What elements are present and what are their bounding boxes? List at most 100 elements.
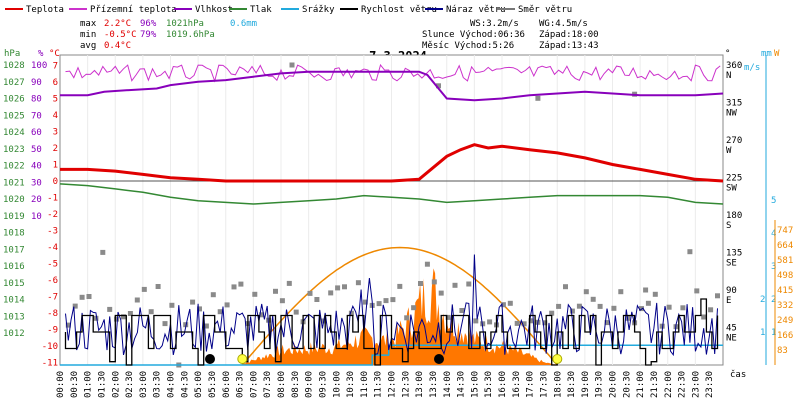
- time-tick-label: 21:00: [636, 371, 646, 398]
- mm-tick-label: 4: [771, 229, 776, 239]
- solar-measured-area: [239, 268, 558, 365]
- wind-direction-point: [252, 291, 258, 297]
- dir-compass-label: S: [726, 221, 731, 231]
- wind-direction-point: [436, 83, 441, 89]
- time-tick-label: 20:00: [609, 371, 619, 398]
- pct-tick-label: 10: [31, 212, 42, 222]
- wind-direction-point: [411, 305, 417, 311]
- wind-direction-point: [190, 299, 196, 305]
- stats-ws: WS:3.2m/s: [470, 19, 519, 29]
- dir-tick-label: 360: [726, 61, 742, 71]
- wind-direction-point: [590, 296, 596, 302]
- legend-ground-temp-label: Přízemní teplota: [90, 5, 177, 15]
- time-tick-label: 21:30: [650, 371, 660, 398]
- stats-temp-min: -0.5°C: [104, 30, 137, 40]
- time-tick-label: 05:30: [208, 371, 218, 398]
- stats-press-max: 1021hPa: [166, 19, 204, 29]
- wind-direction-point: [576, 303, 582, 309]
- wind-direction-point: [286, 280, 292, 286]
- w-tick-label: 166: [777, 331, 793, 341]
- legend: Teplota Přízemní teplota Vlhkost Tlak Sr…: [5, 5, 572, 15]
- stats-press-min: 1019.6hPa: [166, 30, 215, 40]
- celsius-unit-label: °C: [49, 49, 60, 59]
- time-tick-label: 06:00: [222, 371, 232, 398]
- ms-tick-label: 1: [760, 328, 765, 338]
- wind-direction-point: [604, 320, 610, 326]
- time-tick-label: 20:30: [622, 371, 632, 398]
- w-tick-label: 249: [777, 316, 793, 326]
- wind-direction-point: [383, 298, 389, 304]
- hpa-tick-label: 1019: [3, 212, 25, 222]
- wind-direction-point: [514, 320, 520, 326]
- wind-direction-point: [162, 321, 168, 327]
- w-tick-label: 747: [777, 226, 793, 236]
- wind-direction-point: [528, 318, 534, 324]
- pressure-line: [59, 183, 724, 205]
- wind-direction-point: [141, 286, 147, 292]
- sun-moon-events: [205, 354, 563, 364]
- wind-direction-point: [549, 310, 555, 316]
- time-tick-label: 00:00: [56, 371, 66, 398]
- time-tick-label: 11:00: [360, 371, 370, 398]
- wind-direction-point: [418, 281, 423, 286]
- axes: hPa% °C1028102710261025102410231022102110…: [3, 49, 793, 398]
- time-tick-label: 06:30: [236, 371, 246, 398]
- time-tick-label: 03:30: [153, 371, 163, 398]
- legend-temp-label: Teplota: [26, 5, 64, 15]
- wind-direction-point: [404, 315, 410, 321]
- wind-direction-point: [390, 297, 396, 303]
- wind-direction-point: [431, 279, 437, 285]
- wind-direction-point: [708, 307, 714, 313]
- dir-compass-label: SW: [726, 184, 737, 194]
- pct-tick-label: 50: [31, 145, 42, 155]
- wind-direction-point: [535, 95, 541, 101]
- wind-direction-point: [500, 302, 506, 308]
- dir-compass-label: E: [726, 296, 731, 306]
- wind-direction-point: [611, 305, 617, 311]
- wind-direction-point: [210, 292, 216, 298]
- hpa-tick-label: 1022: [3, 162, 25, 172]
- wind-direction-point: [487, 319, 493, 325]
- w-tick-label: 664: [777, 241, 793, 251]
- mm-unit-label: mm: [761, 49, 772, 59]
- time-tick-label: 07:30: [263, 371, 273, 398]
- wind-direction-point: [79, 294, 85, 300]
- dir-tick-label: 135: [726, 249, 742, 259]
- celsius-tick-label: -9: [47, 326, 58, 336]
- dir-compass-label: W: [726, 146, 732, 156]
- wind-direction-point: [72, 303, 78, 309]
- dir-tick-label: 315: [726, 99, 742, 109]
- hpa-tick-label: 1027: [3, 78, 25, 88]
- pct-tick-label: 70: [31, 111, 42, 121]
- hpa-tick-label: 1014: [3, 296, 25, 306]
- hpa-tick-label: 1018: [3, 229, 25, 239]
- wind-direction-point: [715, 293, 720, 299]
- wind-direction-point: [645, 300, 651, 306]
- wind-direction-point: [169, 302, 175, 308]
- wind-direction-point: [694, 288, 700, 294]
- wind-direction-point: [569, 308, 575, 314]
- celsius-tick-label: -2: [47, 210, 58, 220]
- pct-tick-label: 90: [31, 78, 42, 88]
- hpa-tick-label: 1013: [3, 312, 25, 322]
- hpa-tick-label: 1023: [3, 145, 25, 155]
- dir-tick-label: 180: [726, 211, 742, 221]
- w-tick-label: 498: [777, 271, 793, 281]
- time-tick-label: 02:30: [125, 371, 135, 398]
- wind-direction-point: [127, 311, 133, 316]
- wind-direction-point: [452, 282, 458, 288]
- time-tick-label: 10:30: [346, 371, 356, 398]
- hpa-unit-label: hPa: [4, 49, 20, 59]
- w-tick-label: 415: [777, 286, 793, 296]
- stats-sun-set: Západ:18:00: [539, 30, 599, 40]
- celsius-tick-label: 1: [53, 161, 58, 171]
- mm-tick-label: 1: [771, 328, 776, 338]
- pct-tick-label: 30: [31, 178, 42, 188]
- wind-direction-point: [342, 284, 347, 290]
- wind-direction-point: [134, 297, 140, 303]
- time-tick-label: 10:00: [332, 371, 342, 398]
- temperature-line: [60, 143, 724, 183]
- w-tick-label: 581: [777, 256, 793, 266]
- wind-direction-point: [687, 249, 693, 255]
